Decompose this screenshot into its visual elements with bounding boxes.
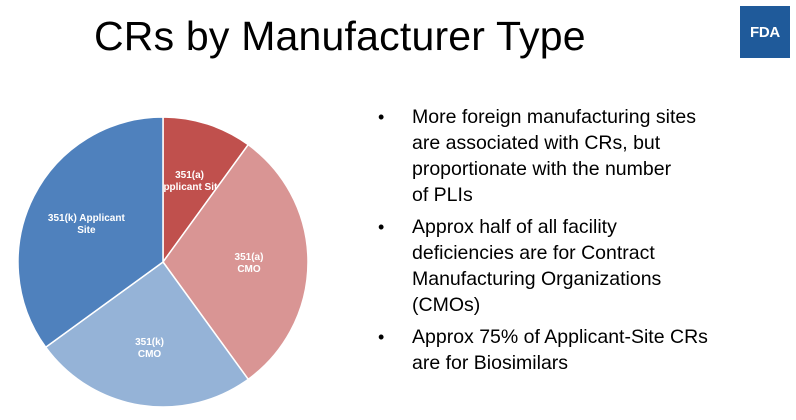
bullet-text-line: proportionate with the number: [412, 158, 672, 180]
pie-slice-label-0: 351(a) Applicant Site: [156, 170, 223, 193]
pie-slice-2: [44, 260, 250, 408]
bullet-text-line: Approx half of all facility: [412, 216, 617, 238]
bullet-item: • More foreign manufacturing sites are ass…: [372, 104, 782, 208]
pie-slice-label-2: 351(k) CMO: [135, 337, 164, 360]
bullet-list: • More foreign manufacturing sites are ass…: [372, 104, 782, 382]
bullet-dot-icon: •: [378, 217, 385, 237]
bullet-text-line: Manufacturing Organizations: [412, 268, 662, 290]
slide-title: CRs by Manufacturer Type: [94, 13, 586, 59]
bullet-text-line: (CMOs): [412, 294, 481, 316]
bullet-dot-icon: •: [378, 107, 385, 127]
pie-slice-label-1: 351(a) CMO: [235, 252, 264, 275]
fda-logo-text: FDA: [750, 23, 780, 41]
bullet-text-line: are for Biosimilars: [412, 352, 569, 374]
pie-slice-3: [17, 116, 164, 349]
bullet-text-line: More foreign manufacturing sites: [412, 106, 696, 128]
bullet-text-line: Approx 75% of Applicant-Site CRs: [412, 326, 708, 348]
bullet-text-line: deficiencies are for Contract: [412, 242, 655, 264]
bullet-item: • Approx half of all facility deficiencies…: [372, 214, 782, 318]
pie-slice-1: [162, 143, 309, 381]
bullet-item: • Approx 75% of Applicant-Site CRs are for…: [372, 324, 782, 376]
bullet-text-line: of PLIs: [412, 184, 473, 206]
bullet-dot-icon: •: [378, 327, 385, 347]
pie-slice-0: [162, 116, 250, 265]
fda-logo: FDA: [740, 6, 790, 58]
pie-slice-label-3: 351(k) Applicant Site: [48, 213, 126, 236]
bullet-text-line: are associated with CRs, but: [412, 132, 661, 154]
